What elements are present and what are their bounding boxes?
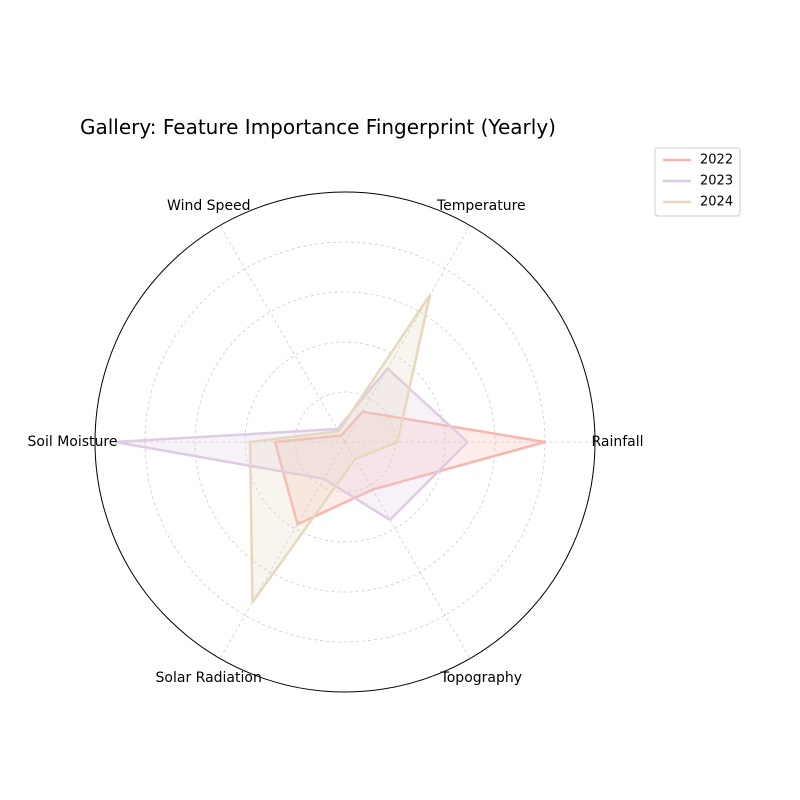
series-fill-2022 xyxy=(275,411,545,525)
legend-box xyxy=(654,147,741,217)
axis-label-5: Solar Radiation xyxy=(156,670,262,686)
axis-label-6: Topography xyxy=(440,670,522,686)
chart-title: Gallery: Feature Importance Fingerprint … xyxy=(80,115,556,139)
series-fill-2024 xyxy=(250,294,430,603)
legend-label-2024: 2024 xyxy=(700,195,733,210)
axis-label-4: Soil Moisture xyxy=(28,434,118,450)
outer-ring xyxy=(94,191,596,693)
legend-label-2023: 2023 xyxy=(700,174,733,189)
spoke-3 xyxy=(219,225,346,443)
legend-label-2022: 2022 xyxy=(700,153,733,168)
series-fill-2023 xyxy=(115,368,468,520)
axis-labels: Rainfall Temperature Wind Speed Soil Moistu… xyxy=(28,198,644,686)
axis-label-2: Temperature xyxy=(436,198,526,214)
axis-label-1: Rainfall xyxy=(591,434,643,450)
legend: 2022 2023 2024 xyxy=(654,147,741,217)
grid-ring-2 xyxy=(244,341,446,543)
axis-label-3: Wind Speed xyxy=(167,198,251,214)
series-layer xyxy=(113,293,547,604)
